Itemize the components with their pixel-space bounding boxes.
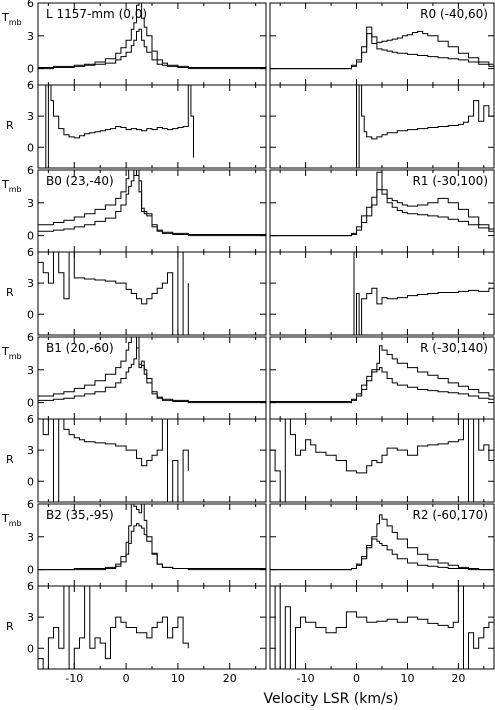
y-tick-label: 3 xyxy=(27,277,34,290)
spectrum-line-strong xyxy=(270,26,494,70)
ratio-line xyxy=(351,85,494,168)
y-tick-label: 0 xyxy=(27,230,34,243)
spectrum-line-strong xyxy=(38,337,266,403)
y-axis-title-tmb: Tmb xyxy=(1,11,22,27)
y-axis-title-r: R xyxy=(6,620,14,633)
spectrum-line-weak xyxy=(270,33,494,70)
spectrum-line-strong xyxy=(38,3,266,69)
y-tick-label: 3 xyxy=(27,611,34,624)
y-tick-label: 0 xyxy=(27,63,34,76)
y-axis-title-tmb: Tmb xyxy=(1,178,22,194)
y-tick-label: 0 xyxy=(27,397,34,410)
panel-label: R2 (-60,170) xyxy=(413,508,488,522)
y-tick-label: 6 xyxy=(27,413,34,426)
x-tick-label: 20 xyxy=(451,672,465,685)
ratio-line xyxy=(38,85,194,168)
panel-2: R0 (-40,60) xyxy=(269,2,495,169)
panel-6: R (-30,140) xyxy=(269,336,495,503)
y-tick-label: 3 xyxy=(27,364,34,377)
x-tick-label: -10 xyxy=(297,672,315,685)
y-tick-label: 3 xyxy=(27,531,34,544)
spectrum-line-weak xyxy=(270,538,494,571)
spectrum-line-strong xyxy=(270,514,494,571)
panel-label: R1 (-30,100) xyxy=(413,174,488,188)
x-tick-label: 0 xyxy=(123,672,130,685)
y-tick-label: 0 xyxy=(27,475,34,488)
panel-7: 0 3 6 B2 (35,-95) 0 3 6 Tmb R -10 0 10 20 xyxy=(1,498,267,685)
spectrum-line-weak xyxy=(270,367,494,404)
subpanel-frame xyxy=(37,84,267,169)
subpanel-frame xyxy=(269,251,495,336)
spectrum-line-strong xyxy=(38,170,266,236)
spectrum-line-strong xyxy=(38,504,266,571)
y-tick-label: 6 xyxy=(27,164,34,177)
panel-label: L 1157-mm (0,0) xyxy=(46,7,147,21)
panel-label: R0 (-40,60) xyxy=(420,7,488,21)
spectrum-line-weak xyxy=(270,189,494,237)
spectrum-line-strong xyxy=(270,345,494,402)
ratio-line xyxy=(38,586,189,669)
ratio-line xyxy=(38,419,189,502)
y-tick-label: 3 xyxy=(27,30,34,43)
y-tick-label: 3 xyxy=(27,197,34,210)
y-axis-title-tmb: Tmb xyxy=(1,512,22,528)
y-tick-label: 6 xyxy=(27,0,34,10)
y-tick-label: 0 xyxy=(27,564,34,577)
ratio-line xyxy=(38,252,189,335)
x-tick-label: 0 xyxy=(353,672,360,685)
panel-5: 0 3 6 B1 (20,-60) 0 3 6 Tmb R xyxy=(1,331,267,503)
x-tick-label: 20 xyxy=(223,672,237,685)
panel-label: R (-30,140) xyxy=(420,341,488,355)
panel-label: B1 (20,-60) xyxy=(46,341,114,355)
x-axis-title: Velocity LSR (km/s) xyxy=(264,691,399,707)
y-tick-label: 0 xyxy=(27,308,34,321)
panel-label: B0 (23,-40) xyxy=(46,174,114,188)
panel-1: 0 3 6 L 1157-mm (0,0) 0 3 6 Tmb R xyxy=(1,0,267,169)
y-tick-label: 6 xyxy=(27,580,34,593)
y-tick-label: 3 xyxy=(27,444,34,457)
y-tick-label: 6 xyxy=(27,79,34,92)
y-tick-label: 6 xyxy=(27,331,34,344)
panel-8: R2 (-60,170) -10 0 10 20 xyxy=(269,503,495,685)
ratio-line xyxy=(270,419,494,502)
y-axis-title-r: R xyxy=(6,286,14,299)
y-tick-label: 0 xyxy=(27,141,34,154)
y-axis-title-tmb: Tmb xyxy=(1,345,22,361)
y-axis-title-r: R xyxy=(6,119,14,132)
spectrum-line-weak xyxy=(38,28,266,70)
y-tick-label: 3 xyxy=(27,110,34,123)
y-tick-label: 6 xyxy=(27,498,34,511)
subpanel-frame xyxy=(269,84,495,169)
x-tick-label: 10 xyxy=(400,672,414,685)
y-tick-label: 0 xyxy=(27,642,34,655)
ratio-line xyxy=(351,252,494,335)
y-tick-label: 6 xyxy=(27,246,34,259)
subpanel-frame xyxy=(269,585,495,670)
panel-3: 0 3 6 B0 (23,-40) 0 3 6 Tmb R xyxy=(1,164,267,336)
panel-label: B2 (35,-95) xyxy=(46,508,114,522)
panel-4: R1 (-30,100) xyxy=(269,169,495,336)
x-tick-label: 10 xyxy=(171,672,185,685)
y-axis-title-r: R xyxy=(6,453,14,466)
spectrum-line-strong xyxy=(270,171,494,237)
x-tick-label: -10 xyxy=(65,672,83,685)
ratio-line xyxy=(270,586,494,669)
